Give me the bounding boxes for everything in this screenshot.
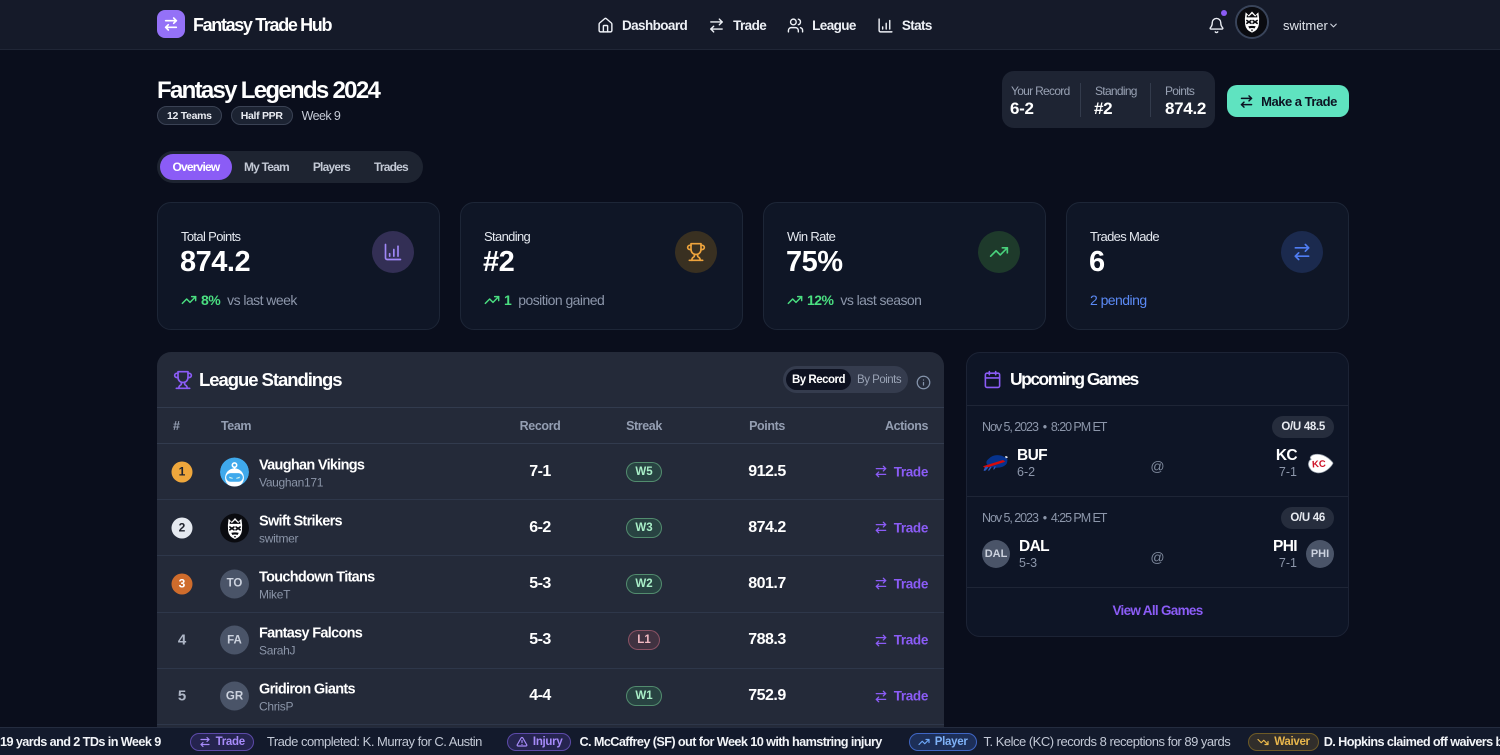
svg-text:KC: KC	[1312, 458, 1327, 470]
